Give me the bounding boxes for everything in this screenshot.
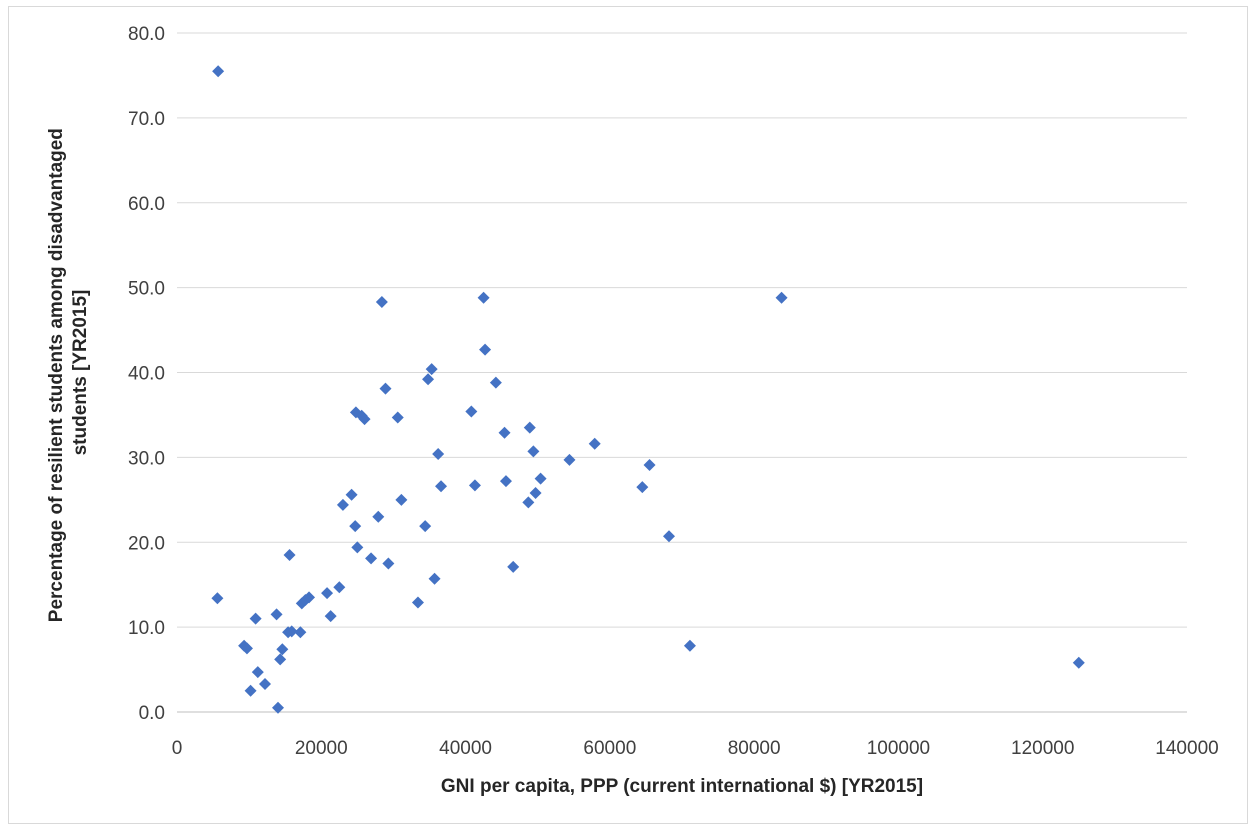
- x-tick-label: 100000: [867, 738, 930, 759]
- y-axis-tick-labels: 0.0 10.0 20.0 30.0 40.0 50.0 60.0 70.0 80.0: [128, 24, 165, 724]
- data-point: [522, 496, 535, 509]
- data-point: [391, 411, 404, 424]
- x-tick-label: 140000: [1155, 738, 1218, 759]
- data-point: [272, 701, 284, 714]
- data-points: [211, 65, 1085, 714]
- x-tick-label: 80000: [728, 738, 781, 759]
- y-tick-label: 80.0: [128, 24, 165, 45]
- y-tick-label: 60.0: [128, 194, 165, 215]
- data-point: [349, 520, 362, 533]
- y-tick-label: 40.0: [128, 364, 165, 385]
- data-point: [274, 653, 287, 666]
- x-tick-label: 0: [172, 738, 183, 759]
- data-point: [563, 453, 576, 466]
- data-point: [294, 626, 307, 639]
- data-point: [244, 684, 257, 697]
- data-point: [351, 541, 364, 554]
- data-point: [479, 343, 492, 356]
- data-point: [395, 493, 408, 506]
- data-point: [428, 572, 441, 585]
- y-axis-title-line-2: students [YR2015]: [70, 290, 91, 456]
- data-point: [251, 666, 264, 679]
- data-point: [365, 552, 378, 565]
- x-axis-tick-labels: 0 20000 40000 60000 80000 100000 120000 140000: [172, 738, 1219, 759]
- data-point: [324, 610, 337, 623]
- data-point: [477, 291, 490, 304]
- data-point: [358, 413, 371, 426]
- data-point: [276, 643, 289, 656]
- y-tick-label: 10.0: [128, 618, 165, 639]
- data-point: [333, 581, 346, 594]
- data-point: [432, 447, 445, 460]
- data-point: [212, 65, 225, 78]
- x-tick-label: 20000: [295, 738, 348, 759]
- data-point: [643, 459, 656, 472]
- gridlines: [177, 32, 1187, 628]
- data-point: [321, 587, 334, 600]
- data-point: [527, 445, 540, 458]
- data-point: [259, 677, 272, 690]
- data-point: [499, 475, 512, 488]
- data-point: [498, 426, 511, 439]
- data-point: [507, 560, 520, 573]
- data-point: [636, 481, 649, 494]
- data-point: [336, 498, 349, 511]
- data-point: [249, 612, 262, 625]
- data-point: [465, 405, 478, 418]
- data-point: [419, 520, 432, 533]
- data-point: [435, 480, 448, 493]
- x-axis-title: GNI per capita, PPP (current internation…: [441, 776, 923, 797]
- data-point: [422, 373, 435, 386]
- data-point: [372, 510, 385, 523]
- data-point: [588, 437, 601, 450]
- data-point: [775, 291, 788, 304]
- data-point: [382, 557, 395, 570]
- y-tick-label: 0.0: [139, 703, 165, 724]
- y-tick-label: 50.0: [128, 279, 165, 300]
- data-point: [683, 639, 696, 652]
- x-tick-label: 60000: [583, 738, 636, 759]
- data-point: [663, 530, 676, 543]
- y-axis-title: Percentage of resilient students among d…: [46, 123, 91, 622]
- y-tick-label: 30.0: [128, 448, 165, 469]
- data-point: [285, 625, 298, 638]
- data-point: [375, 296, 388, 309]
- data-point: [303, 591, 316, 604]
- data-point: [211, 592, 224, 605]
- data-point: [1072, 656, 1085, 669]
- x-tick-label: 40000: [439, 738, 492, 759]
- chart-frame: [8, 6, 1248, 824]
- data-point: [411, 596, 424, 609]
- data-point: [523, 421, 536, 434]
- y-tick-label: 20.0: [128, 533, 165, 554]
- y-tick-label: 70.0: [128, 109, 165, 130]
- x-tick-label: 120000: [1011, 738, 1074, 759]
- data-point: [468, 479, 481, 492]
- data-point: [345, 488, 358, 501]
- data-point: [379, 382, 392, 395]
- y-axis-title-line-1: Percentage of resilient students among d…: [46, 128, 67, 622]
- data-point: [425, 363, 438, 376]
- data-point: [270, 608, 283, 621]
- data-point: [489, 376, 502, 389]
- data-point: [283, 548, 296, 561]
- data-point: [240, 642, 253, 655]
- data-point: [529, 487, 542, 500]
- data-point: [534, 472, 547, 485]
